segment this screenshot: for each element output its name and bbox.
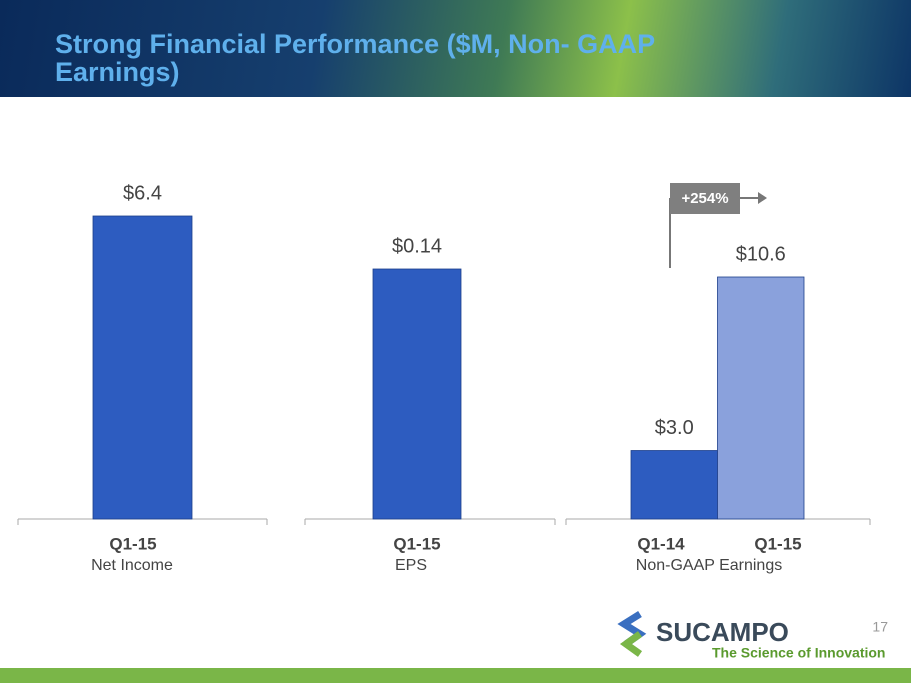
x-tick-label: Q1-14 — [637, 534, 685, 553]
x-axis-label: Non-GAAP Earnings — [636, 557, 782, 574]
x-tick-label: Q1-15 — [393, 534, 440, 553]
footer-stripe — [0, 668, 911, 683]
x-axis-label: EPS — [395, 557, 427, 574]
logo-name: SUCAMPO — [656, 617, 789, 647]
bar — [630, 450, 718, 520]
x-tick-label: Q1-15 — [754, 534, 801, 553]
value-label: $6.4 — [123, 182, 162, 204]
value-label: $0.14 — [392, 235, 442, 257]
slide-title: Strong Financial Performance ($M, Non- G… — [55, 29, 655, 87]
annotation: +254% — [681, 190, 728, 207]
x-axis-label: Net Income — [91, 557, 173, 574]
value-label: $3.0 — [655, 417, 694, 439]
page-number: 17 — [872, 619, 888, 635]
bar — [92, 215, 193, 520]
bar — [372, 268, 462, 520]
value-label: $10.6 — [736, 243, 786, 265]
bar — [717, 276, 805, 520]
annotation-box — [670, 183, 740, 214]
header-banner — [0, 0, 911, 97]
x-tick-label: Q1-15 — [109, 534, 156, 553]
logo-tagline: The Science of Innovation — [712, 645, 885, 661]
annotation-arrow — [758, 192, 767, 204]
logo-icon — [617, 611, 647, 657]
